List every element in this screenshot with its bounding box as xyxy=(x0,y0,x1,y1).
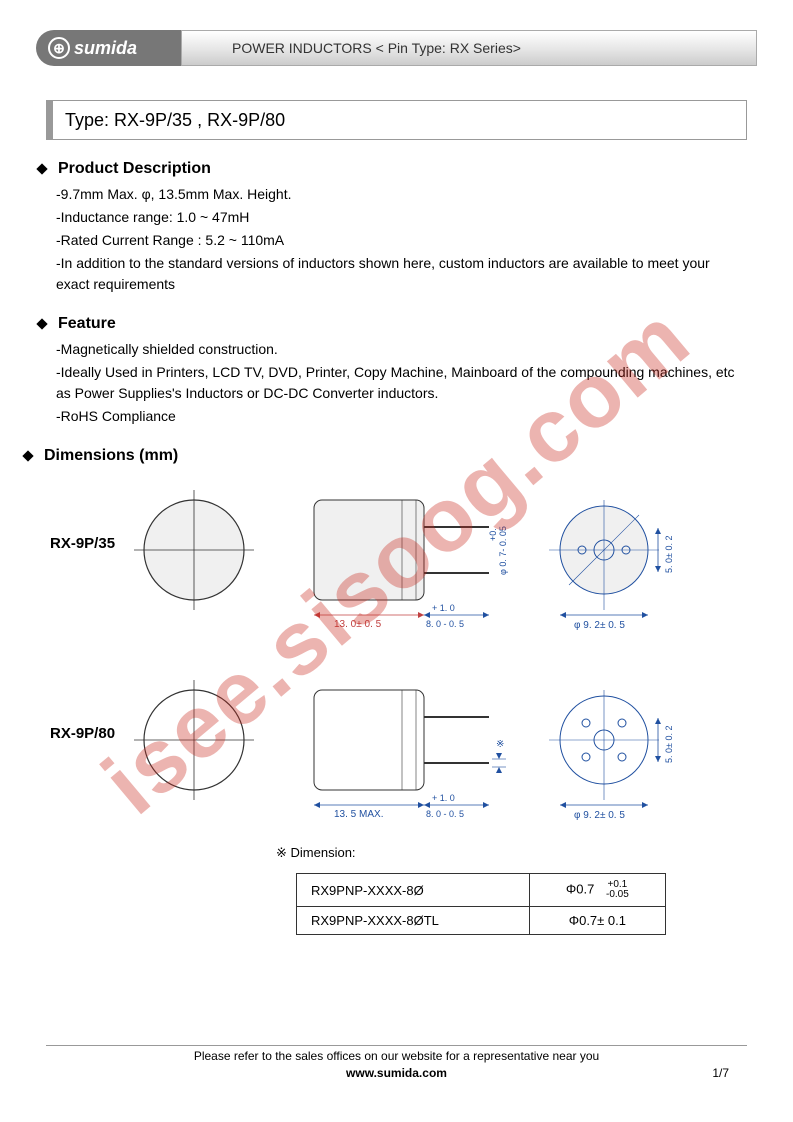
part-cell: RX9PNP-XXXX-8Ø xyxy=(297,874,530,907)
svg-text:8. 0 - 0. 5: 8. 0 - 0. 5 xyxy=(426,619,464,629)
feature-heading: Feature xyxy=(56,315,747,333)
footer-text: Please refer to the sales offices on our… xyxy=(0,1048,793,1082)
svg-text:5. 0± 0. 2: 5. 0± 0. 2 xyxy=(664,726,674,763)
dimensions-heading: Dimensions (mm) xyxy=(42,447,747,465)
svg-text:φ 0. 7- 0. 05: φ 0. 7- 0. 05 xyxy=(498,526,508,575)
logo-icon: ⊕ xyxy=(48,37,70,59)
feat-line-2: -RoHS Compliance xyxy=(56,406,747,427)
svg-text:5. 0± 0. 2: 5. 0± 0. 2 xyxy=(664,536,674,573)
pd-line-2: -Rated Current Range : 5.2 ~ 110mA xyxy=(56,230,747,251)
dim-length: 13. 0± 0. 5 xyxy=(334,619,382,630)
svg-text:φ 9. 2± 0. 5: φ 9. 2± 0. 5 xyxy=(574,620,625,631)
dimension-table: RX9PNP-XXXX-8Ø Φ0.7 +0.1 -0.05 RX9PNP-XX… xyxy=(296,873,666,935)
model-label-1: RX-9P/35 xyxy=(50,535,115,552)
brand-logo: ⊕ sumida xyxy=(36,30,181,66)
heading-text: Product Description xyxy=(58,160,211,178)
part-cell: RX9PNP-XXXX-8ØTL xyxy=(297,907,530,935)
val-cell: Φ0.7± 0.1 xyxy=(529,907,665,935)
diagram-rx9p35: 13. 0± 0. 5 + 1. 0 8. 0 - 0. 5 +0. φ 0. … xyxy=(134,485,694,635)
feat-line-1: -Ideally Used in Printers, LCD TV, DVD, … xyxy=(56,362,747,404)
type-text: Type: RX-9P/35 , RX-9P/80 xyxy=(65,110,285,131)
svg-text:φ 9. 2± 0. 5: φ 9. 2± 0. 5 xyxy=(574,810,625,821)
diagram-rx9p80: 13. 5 MAX. + 1. 0 8. 0 - 0. 5 ※ 5. 0± 0.… xyxy=(134,675,694,825)
pd-line-0: -9.7mm Max. φ, 13.5mm Max. Height. xyxy=(56,184,747,205)
diagram-area: RX-9P/35 13. 0± 0. 5 + 1. 0 8. 0 - 0. 5 xyxy=(56,485,747,925)
heading-text: Dimensions (mm) xyxy=(44,447,178,465)
type-box: Type: RX-9P/35 , RX-9P/80 xyxy=(46,100,747,140)
footer-url: www.sumida.com xyxy=(346,1066,447,1080)
svg-text:※: ※ xyxy=(496,739,504,750)
model-label-2: RX-9P/80 xyxy=(50,725,115,742)
svg-text:13. 5 MAX.: 13. 5 MAX. xyxy=(334,809,383,820)
svg-text:8. 0 - 0. 5: 8. 0 - 0. 5 xyxy=(426,809,464,819)
feat-line-0: -Magnetically shielded construction. xyxy=(56,339,747,360)
header-bar: ⊕ sumida POWER INDUCTORS < Pin Type: RX … xyxy=(36,30,757,66)
content-area: Product Description -9.7mm Max. φ, 13.5m… xyxy=(56,160,747,925)
table-row: RX9PNP-XXXX-8Ø Φ0.7 +0.1 -0.05 xyxy=(297,874,666,907)
dim-note-label: ※ Dimension: xyxy=(276,845,356,861)
heading-text: Feature xyxy=(58,315,116,333)
footer-divider xyxy=(46,1045,747,1046)
header-title: POWER INDUCTORS < Pin Type: RX Series> xyxy=(181,30,757,66)
type-accent xyxy=(47,101,53,139)
table-row: RX9PNP-XXXX-8ØTL Φ0.7± 0.1 xyxy=(297,907,666,935)
diamond-icon xyxy=(22,450,33,461)
val-cell: Φ0.7 +0.1 -0.05 xyxy=(529,874,665,907)
svg-text:+ 1. 0: + 1. 0 xyxy=(432,603,455,613)
svg-text:+0.: +0. xyxy=(488,528,498,541)
footer-line1: Please refer to the sales offices on our… xyxy=(194,1049,599,1063)
page-number: 1/7 xyxy=(712,1066,729,1080)
pd-line-3: -In addition to the standard versions of… xyxy=(56,253,747,295)
diamond-icon xyxy=(36,163,47,174)
pd-line-1: -Inductance range: 1.0 ~ 47mH xyxy=(56,207,747,228)
svg-text:+ 1. 0: + 1. 0 xyxy=(432,793,455,803)
diamond-icon xyxy=(36,318,47,329)
brand-text: sumida xyxy=(74,38,137,59)
product-description-heading: Product Description xyxy=(56,160,747,178)
